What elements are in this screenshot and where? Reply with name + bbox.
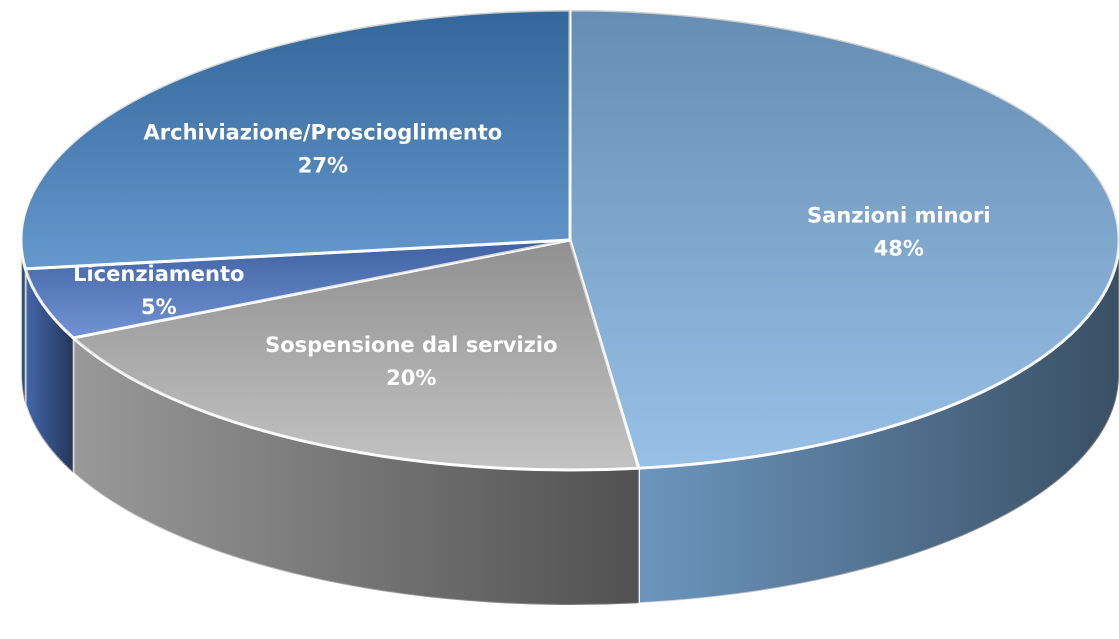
slice (69, 238, 641, 472)
side-shade (21, 240, 26, 404)
pie-sides (20, 239, 1119, 606)
slice (19, 8, 572, 271)
slice (568, 8, 1119, 470)
slice-gloss (21, 10, 571, 269)
slice-label: Sanzioni minori (807, 203, 991, 227)
slice-gloss (570, 10, 1119, 469)
slice-side (20, 239, 27, 405)
slice-label: Licenziamento (73, 262, 244, 286)
slice-value: 48% (874, 236, 924, 260)
pie-tops (19, 8, 1119, 472)
side-shade (73, 337, 639, 606)
slice-value: 5% (141, 295, 177, 319)
data-labels: Sanzioni minori 48% Sospensione dal serviz… (73, 121, 990, 390)
slice-gloss (25, 240, 570, 338)
slice-label: Sospensione dal servizio (265, 333, 557, 357)
slice-gloss (73, 240, 639, 470)
side-shade (25, 268, 74, 473)
slice (23, 238, 571, 340)
slice-value: 20% (386, 366, 436, 390)
side-shade (638, 240, 1119, 604)
slice-value: 27% (298, 154, 348, 178)
slice-label: Archiviazione/Proscioglimento (144, 121, 503, 145)
